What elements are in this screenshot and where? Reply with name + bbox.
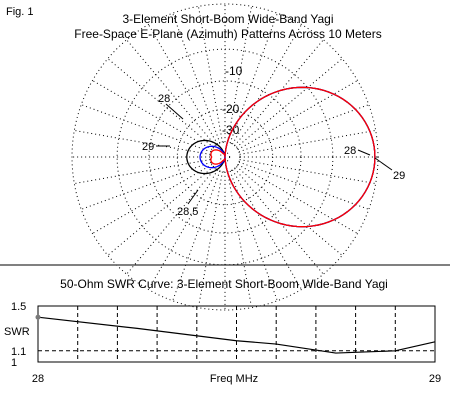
polar-spoke [237,80,358,150]
swr-grid [37,305,436,363]
callout-leader-28-front [357,149,371,156]
polar-spoke [236,58,343,148]
polar-ring [219,151,231,163]
swr-ylabel: SWR [4,326,30,338]
ring-label-10: -10 [225,64,243,78]
callout-leader-28-5 [187,189,199,205]
polar-spoke [126,39,216,146]
polar-spoke [92,80,213,150]
swr-xtick-label: 29 [429,373,441,385]
swr-title: 50-Ohm SWR Curve: 3-Element Short-Boom W… [60,277,388,291]
polar-spoke [239,159,376,185]
polar-ring [71,3,379,311]
polar-grid [71,3,379,311]
swr-ytick-label: 1 [11,357,17,369]
callout-29-back: 29 [142,141,154,153]
polar-spoke [232,169,302,290]
swr-xlabel: Freq MHz [210,373,258,385]
callout-28-5: 28.5 [177,206,198,218]
swr-start-marker [35,314,41,320]
swr-ytick-label: 1.5 [11,301,26,313]
polar-spoke [236,166,343,256]
polar-spoke [234,39,324,146]
polar-spoke [237,164,358,234]
figure-label: Fig. 1 [6,6,34,18]
polar-ring [148,80,302,234]
polar-title: 3-Element Short-Boom Wide-Band Yagi [123,12,334,26]
callout-28-back: 28 [158,93,170,105]
polar-spoke [148,24,218,145]
swr-ytick-labels: 1.5 1.11 [11,301,26,369]
ring-label-30: -30 [222,123,240,137]
callout-leader-29-front [374,157,393,171]
polar-ring [209,141,241,173]
swr-series [35,314,436,354]
polar-spoke [126,168,216,275]
swr-ytick-label: 1.1 [11,346,26,358]
polar-series [186,86,376,228]
polar-ring-labels: -10 -20 -30 [222,64,243,137]
callout-28-front: 28 [344,145,356,157]
polar-spoke [74,159,211,185]
polar-spoke [148,169,218,290]
callout-leader-28-back [165,103,184,120]
polar-spoke [232,24,302,145]
polar-subtitle: Free-Space E-Plane (Azimuth) Patterns Ac… [74,27,381,41]
ring-label-20: -20 [222,102,240,116]
swr-xtick-labels: 28 29 [32,373,441,385]
polar-pattern-29 [210,86,376,228]
polar-spoke [92,164,213,234]
polar-spoke [234,168,324,275]
polar-callouts: 28 29 28.5 28 29 [142,93,405,218]
swr-xtick-label: 28 [32,373,44,385]
callout-29-front: 29 [393,170,405,182]
